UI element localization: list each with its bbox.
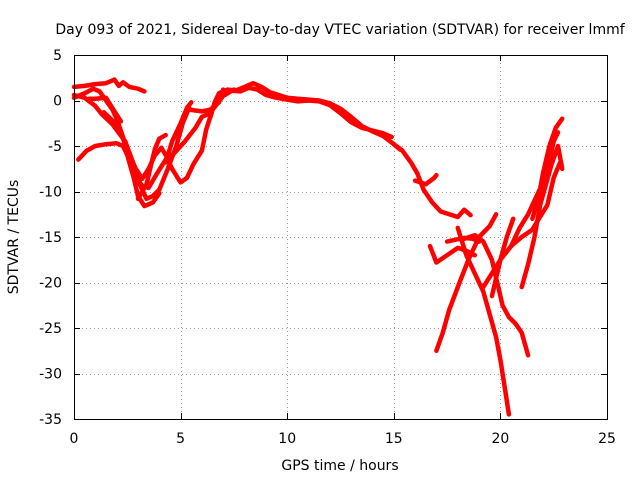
y-tick-label: -35 — [39, 412, 62, 428]
x-tick-label: 5 — [176, 431, 185, 447]
x-tick-label: 0 — [70, 431, 79, 447]
x-tick-label: 10 — [278, 431, 296, 447]
series-arc-18 — [444, 235, 482, 244]
series-arc-8 — [163, 100, 194, 165]
series-arc-14 — [427, 243, 478, 265]
y-axis-label: SDTVAR / TECUs — [6, 180, 22, 295]
x-tick-label: 20 — [491, 431, 509, 447]
x-axis-label: GPS time / hours — [281, 458, 398, 474]
series-arc-7 — [135, 132, 168, 202]
series-arc-11 — [216, 85, 394, 140]
y-tick-label: -25 — [39, 321, 62, 337]
y-tick-label: 5 — [53, 48, 62, 64]
y-tick-label: -10 — [39, 185, 62, 201]
series-arc-20 — [489, 216, 516, 299]
series-arc-15 — [434, 212, 499, 354]
series-arc-17 — [461, 232, 531, 358]
series-arc-22 — [530, 116, 565, 222]
series-arc-1 — [71, 77, 147, 94]
series-arc-12 — [391, 141, 473, 220]
y-tick-label: -5 — [48, 139, 62, 155]
y-tick-label: -30 — [39, 367, 62, 383]
series-arc-16 — [455, 225, 512, 417]
series-arc-6 — [76, 111, 211, 191]
axis-ticks — [74, 55, 608, 420]
y-tick-label: -20 — [39, 276, 62, 292]
series-arc-4 — [86, 95, 124, 124]
series-arc-24 — [508, 166, 548, 249]
x-tick-label: 15 — [385, 431, 403, 447]
series-arc-19 — [481, 160, 563, 290]
x-tick-labels: 0 5 10 15 20 25 — [70, 431, 616, 447]
y-tick-label: 0 — [53, 94, 62, 110]
chart-title: Day 093 of 2021, Sidereal Day-to-day VTE… — [55, 22, 625, 38]
x-tick-label: 25 — [598, 431, 616, 447]
series-arc-23 — [536, 143, 565, 212]
y-tick-labels: 5 0 -5 -10 -15 -20 -25 -30 -35 — [39, 48, 62, 428]
y-tick-label: -15 — [39, 230, 62, 246]
data-traces — [71, 77, 565, 417]
series-arc-13 — [412, 172, 439, 187]
